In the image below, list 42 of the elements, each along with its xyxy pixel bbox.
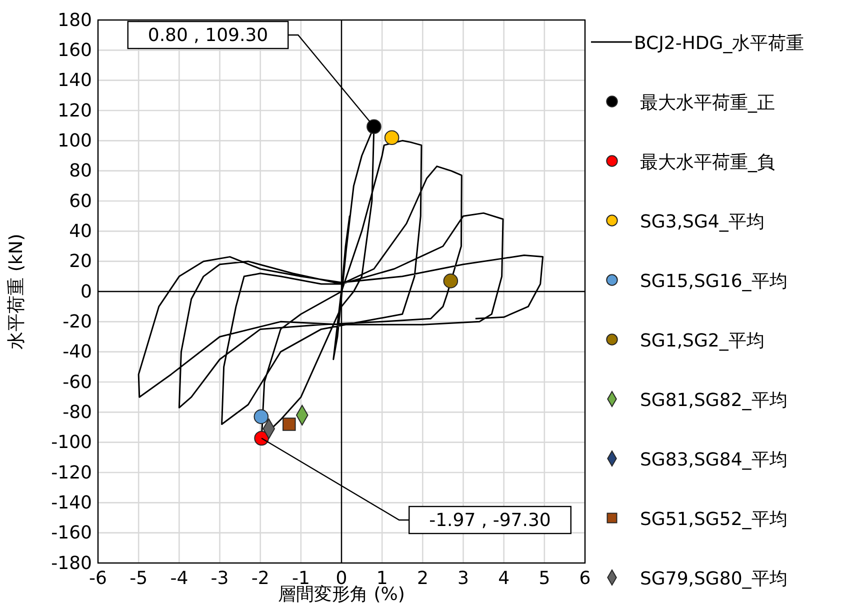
y-tick-label: 60	[69, 190, 92, 212]
y-tick-label: 40	[69, 220, 92, 242]
y-tick-label: -120	[51, 462, 92, 484]
y-axis-title: 水平荷重 (kN)	[6, 234, 27, 350]
legend-label: 最大水平荷重_負	[640, 152, 775, 173]
x-tick-label: 5	[538, 568, 550, 589]
y-tick-label: 0	[80, 281, 92, 302]
x-tick-label: 3	[458, 568, 469, 589]
y-tick-label: 120	[58, 100, 92, 122]
y-tick-label: -40	[62, 342, 92, 363]
x-tick-label: 2	[416, 568, 428, 589]
legend-label: SG51,SG52_平均	[640, 509, 788, 530]
y-tick-label: 180	[58, 10, 92, 31]
x-tick-label: -3	[210, 568, 229, 589]
annotation: 0.80 , 109.30	[148, 25, 268, 46]
legend-label: SG81,SG82_平均	[640, 390, 788, 411]
y-tick-label: -20	[62, 311, 92, 332]
legend-label: 最大水平荷重_正	[640, 92, 775, 114]
y-tick-label: 160	[58, 40, 92, 61]
y-tick-label: -160	[51, 522, 92, 544]
x-tick-label: 6	[579, 568, 591, 589]
y-tick-label: -140	[51, 492, 92, 514]
annotation: -1.97 , -97.30	[429, 510, 551, 531]
y-tick-label: 100	[58, 130, 92, 152]
y-tick-label: -80	[62, 402, 92, 423]
y-tick-label: -180	[51, 552, 92, 574]
legend-label: SG3,SG4_平均	[640, 212, 764, 232]
x-tick-label: -2	[251, 568, 270, 589]
y-tick-label: 20	[69, 251, 92, 272]
y-tick-label: -100	[51, 432, 92, 454]
y-tick-label: -60	[62, 372, 92, 393]
legend-label: SG83,SG84_平均	[640, 450, 788, 470]
legend-label: SG15,SG16_平均	[640, 271, 788, 292]
legend-label: SG1,SG2_平均	[640, 330, 764, 352]
y-tick-label: 80	[69, 160, 92, 182]
x-tick-label: -5	[130, 568, 148, 589]
legend-label: SG79,SG80_平均	[640, 568, 788, 590]
x-tick-label: -4	[170, 568, 188, 589]
x-tick-label: -6	[89, 568, 107, 589]
y-tick-label: 140	[58, 70, 92, 92]
x-tick-label: 4	[498, 568, 510, 589]
legend-label: BCJ2-HDG_水平荷重	[634, 33, 804, 54]
